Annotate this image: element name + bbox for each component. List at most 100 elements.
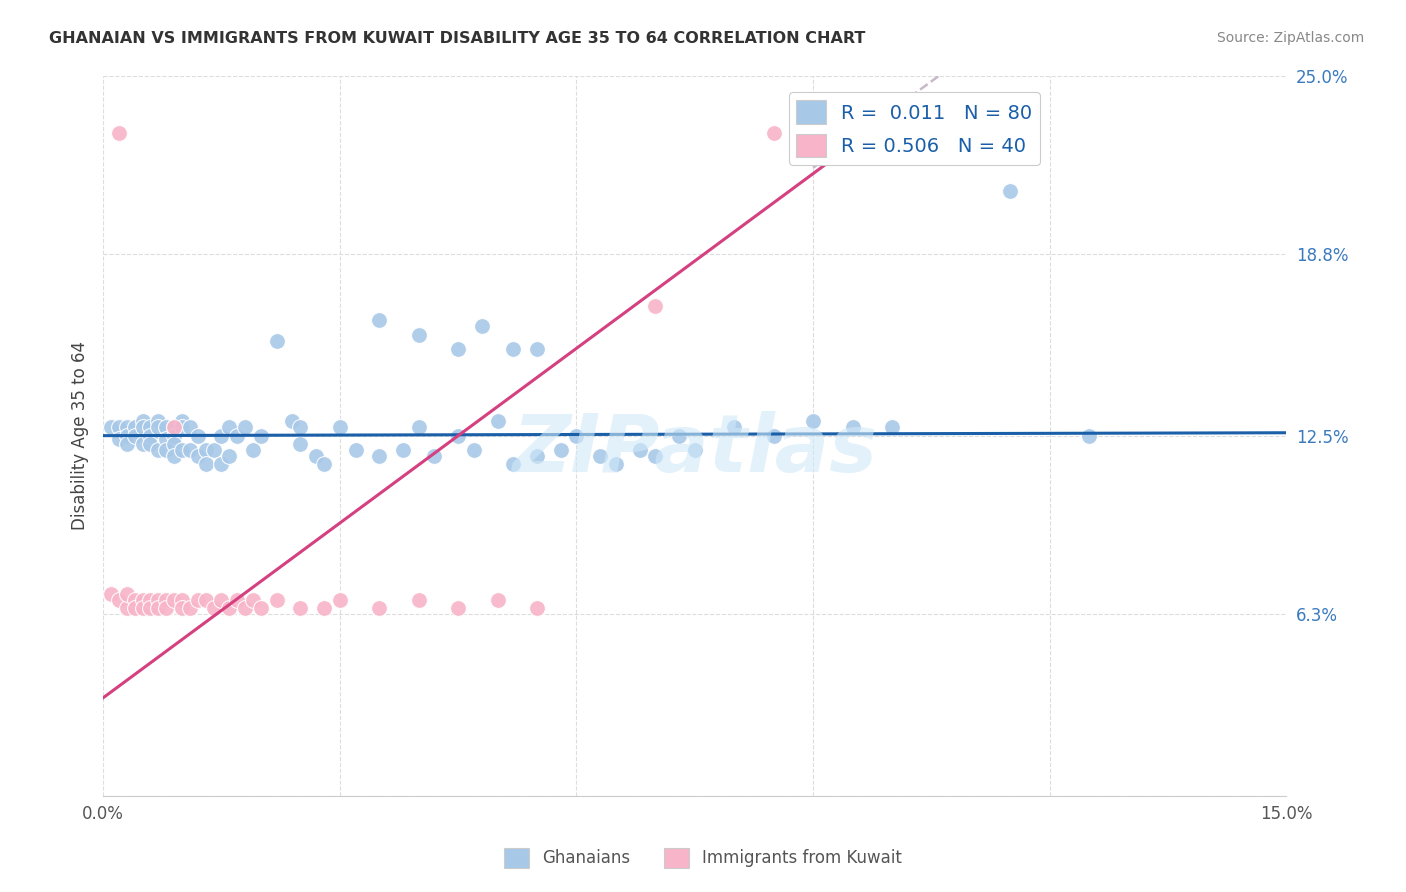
Point <box>115 428 138 442</box>
Point <box>226 592 249 607</box>
Point <box>1078 428 1101 442</box>
Point <box>526 601 548 615</box>
Point <box>312 601 335 615</box>
Point <box>187 449 209 463</box>
Legend: Ghanaians, Immigrants from Kuwait: Ghanaians, Immigrants from Kuwait <box>498 841 908 875</box>
Point <box>644 299 666 313</box>
Point <box>605 458 627 472</box>
Point <box>179 443 201 458</box>
Point <box>202 601 225 615</box>
Point <box>368 449 391 463</box>
Point <box>131 592 153 607</box>
Point <box>447 428 470 442</box>
Point <box>124 592 146 607</box>
Point <box>218 420 240 434</box>
Point <box>108 432 131 446</box>
Point <box>179 420 201 434</box>
Point <box>312 458 335 472</box>
Point <box>233 420 256 434</box>
Point <box>290 420 312 434</box>
Text: ZIPatlas: ZIPatlas <box>512 411 877 489</box>
Point <box>115 587 138 601</box>
Point <box>226 428 249 442</box>
Point <box>486 414 509 428</box>
Point <box>170 443 193 458</box>
Point <box>115 420 138 434</box>
Point <box>550 443 572 458</box>
Point <box>242 592 264 607</box>
Point <box>329 592 352 607</box>
Point <box>163 420 186 434</box>
Point <box>148 601 170 615</box>
Point <box>163 449 186 463</box>
Point <box>139 601 162 615</box>
Point <box>163 420 186 434</box>
Point <box>211 458 233 472</box>
Point <box>124 601 146 615</box>
Point <box>155 443 177 458</box>
Point <box>683 443 706 458</box>
Point <box>194 458 217 472</box>
Point <box>202 443 225 458</box>
Point <box>211 428 233 442</box>
Point <box>170 601 193 615</box>
Text: Source: ZipAtlas.com: Source: ZipAtlas.com <box>1216 31 1364 45</box>
Point <box>502 342 524 356</box>
Point <box>148 592 170 607</box>
Point <box>502 458 524 472</box>
Point <box>115 601 138 615</box>
Point <box>644 449 666 463</box>
Point <box>139 420 162 434</box>
Point <box>290 601 312 615</box>
Point <box>628 443 651 458</box>
Point <box>148 414 170 428</box>
Point <box>668 428 690 442</box>
Text: GHANAIAN VS IMMIGRANTS FROM KUWAIT DISABILITY AGE 35 TO 64 CORRELATION CHART: GHANAIAN VS IMMIGRANTS FROM KUWAIT DISAB… <box>49 31 866 46</box>
Point <box>170 592 193 607</box>
Point <box>408 592 430 607</box>
Point <box>423 449 446 463</box>
Point <box>194 592 217 607</box>
Point <box>368 313 391 327</box>
Point <box>108 592 131 607</box>
Point <box>392 443 415 458</box>
Point <box>139 592 162 607</box>
Point <box>762 126 785 140</box>
Point <box>762 428 785 442</box>
Point <box>131 437 153 451</box>
Point <box>148 443 170 458</box>
Point <box>139 437 162 451</box>
Point <box>526 449 548 463</box>
Point <box>115 437 138 451</box>
Point <box>218 601 240 615</box>
Point <box>471 319 494 334</box>
Y-axis label: Disability Age 35 to 64: Disability Age 35 to 64 <box>72 341 89 530</box>
Point <box>170 420 193 434</box>
Point <box>242 443 264 458</box>
Point <box>305 449 328 463</box>
Point <box>368 601 391 615</box>
Point <box>589 449 612 463</box>
Point <box>486 592 509 607</box>
Point <box>170 414 193 428</box>
Point <box>250 428 273 442</box>
Point <box>211 592 233 607</box>
Point <box>841 420 863 434</box>
Point <box>139 428 162 442</box>
Point <box>408 420 430 434</box>
Point <box>281 414 304 428</box>
Point <box>163 592 186 607</box>
Point <box>155 601 177 615</box>
Point <box>463 443 485 458</box>
Point <box>250 601 273 615</box>
Point <box>163 437 186 451</box>
Point <box>100 420 122 434</box>
Point <box>131 601 153 615</box>
Point <box>266 592 288 607</box>
Point <box>218 449 240 463</box>
Point <box>179 601 201 615</box>
Point <box>155 420 177 434</box>
Point <box>526 342 548 356</box>
Point <box>723 420 745 434</box>
Point <box>447 342 470 356</box>
